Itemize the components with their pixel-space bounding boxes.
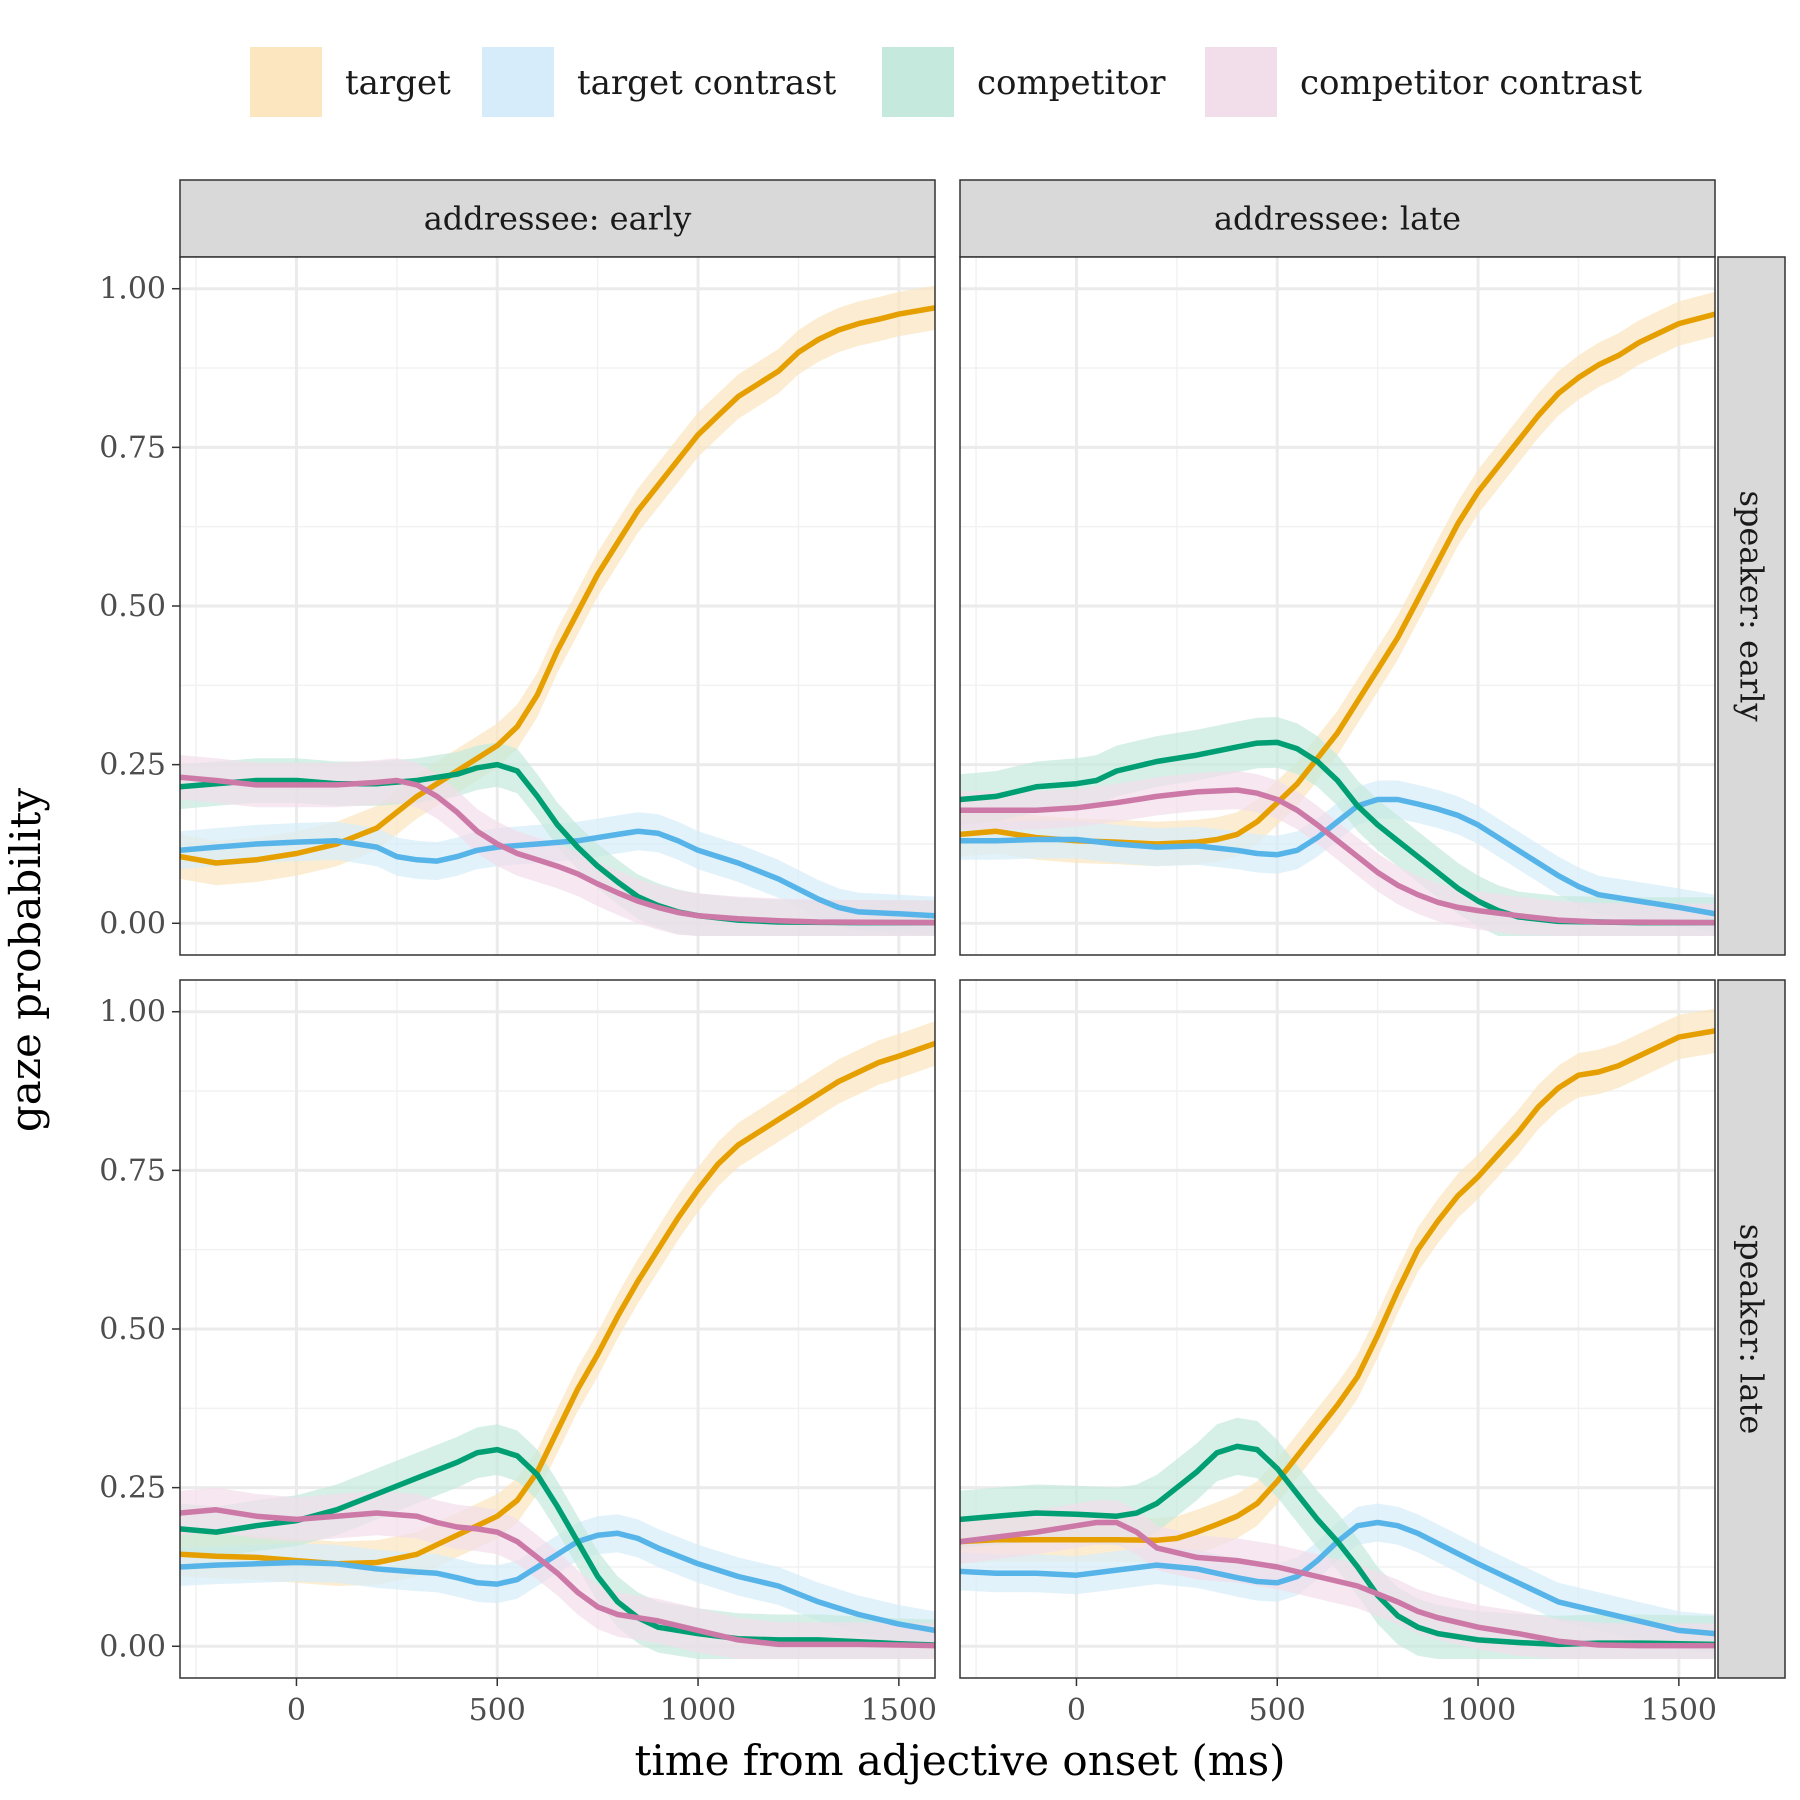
axes: 0.00 0.25 0.50 0.75 1.00 0.00 0.25 0.50 0.75 1.00…	[99, 272, 1717, 1728]
panel-3	[179, 979, 936, 1679]
row-strips: speaker: early speaker: late	[1717, 256, 1786, 1679]
y-tick-label: 0.50	[99, 1312, 166, 1347]
y-tick-label: 0.00	[99, 1629, 166, 1664]
band-competitor	[180, 1424, 935, 1659]
legend-swatch	[482, 47, 554, 117]
legend-label: target contrast	[577, 63, 837, 103]
y-tick-label: 0.25	[99, 1471, 166, 1506]
panel-4	[959, 979, 1716, 1679]
band-target	[180, 285, 935, 886]
band-competitor-contrast	[960, 771, 1715, 936]
strip-label: addressee: early	[424, 200, 692, 238]
y-tick-label: 0.50	[99, 589, 166, 624]
line-target	[960, 1028, 1715, 1545]
strip-column-1: addressee: early	[179, 179, 936, 258]
line-competitor	[960, 1443, 1715, 1648]
series-layer	[960, 291, 1715, 936]
panel-2	[959, 256, 1716, 956]
line-competitor-contrast	[180, 774, 935, 926]
line-target-contrast	[960, 796, 1715, 917]
line-target	[180, 305, 935, 866]
y-tick-label: 0.00	[99, 906, 166, 941]
x-tick-label: 500	[469, 1693, 526, 1728]
legend-item-target-contrast: target contrast	[482, 47, 837, 117]
x-tick-label: 1000	[1440, 1693, 1516, 1728]
strip-column-2: addressee: late	[959, 179, 1716, 258]
y-axis-title: gaze probability	[1, 788, 50, 1132]
panel-1	[179, 256, 936, 956]
legend-swatch	[1205, 47, 1277, 117]
x-axis-col-2: 0 500 1000 1500	[1067, 1678, 1717, 1728]
x-tick-label: 0	[1067, 1693, 1086, 1728]
band-competitor-contrast	[180, 755, 935, 936]
x-tick-label: 500	[1249, 1693, 1306, 1728]
band-target-contrast	[180, 1514, 935, 1650]
legend-item-target: target	[250, 47, 451, 117]
x-axis-col-1: 0 500 1000 1500	[287, 1678, 937, 1728]
series-layer	[960, 1008, 1715, 1659]
column-strips: addressee: early addressee: late	[179, 179, 1716, 258]
legend-item-competitor: competitor	[882, 47, 1166, 117]
line-competitor	[960, 739, 1715, 926]
strip-row-1: speaker: early	[1717, 256, 1786, 956]
band-competitor	[960, 717, 1715, 936]
legend-swatch	[882, 47, 954, 117]
line-competitor-contrast	[960, 787, 1715, 926]
line-competitor-contrast	[180, 1507, 935, 1649]
series-layer	[180, 285, 935, 936]
legend-label: competitor	[977, 63, 1166, 103]
y-axis-row-1: 0.00 0.25 0.50 0.75 1.00	[99, 272, 180, 941]
line-competitor-contrast	[960, 1519, 1715, 1649]
x-tick-label: 1500	[1641, 1693, 1717, 1728]
band-target	[960, 1008, 1715, 1564]
band-target	[180, 1021, 935, 1586]
x-tick-label: 0	[287, 1693, 306, 1728]
line-target-contrast	[180, 828, 935, 919]
legend-swatch	[250, 47, 322, 117]
legend-label: target	[345, 63, 451, 103]
line-target-contrast	[180, 1530, 935, 1634]
y-tick-label: 1.00	[99, 272, 166, 307]
band-target-contrast	[180, 812, 935, 935]
line-competitor	[180, 1446, 935, 1648]
line-target	[180, 1040, 935, 1567]
line-target	[960, 311, 1715, 847]
x-tick-label: 1000	[660, 1693, 736, 1728]
y-tick-label: 0.75	[99, 430, 166, 465]
y-tick-label: 0.25	[99, 748, 166, 783]
panel-border	[959, 256, 1716, 956]
x-tick-label: 1500	[861, 1693, 937, 1728]
strip-label: addressee: late	[1214, 200, 1461, 238]
legend-label: competitor contrast	[1300, 63, 1642, 103]
grid	[960, 980, 1715, 1678]
legend: target target contrast competitor competito…	[250, 47, 1642, 117]
strip-label: speaker: early	[1733, 490, 1771, 721]
strip-label: speaker: late	[1733, 1224, 1771, 1435]
series-layer	[180, 1021, 935, 1659]
y-axis-row-2: 0.00 0.25 0.50 0.75 1.00	[99, 995, 180, 1664]
strip-row-2: speaker: late	[1717, 979, 1786, 1679]
y-tick-label: 0.75	[99, 1153, 166, 1188]
band-target	[960, 291, 1715, 867]
panel-border	[959, 979, 1716, 1679]
legend-item-competitor-contrast: competitor contrast	[1205, 47, 1642, 117]
y-tick-label: 1.00	[99, 995, 166, 1030]
x-axis-title: time from adjective onset (ms)	[634, 1736, 1285, 1785]
